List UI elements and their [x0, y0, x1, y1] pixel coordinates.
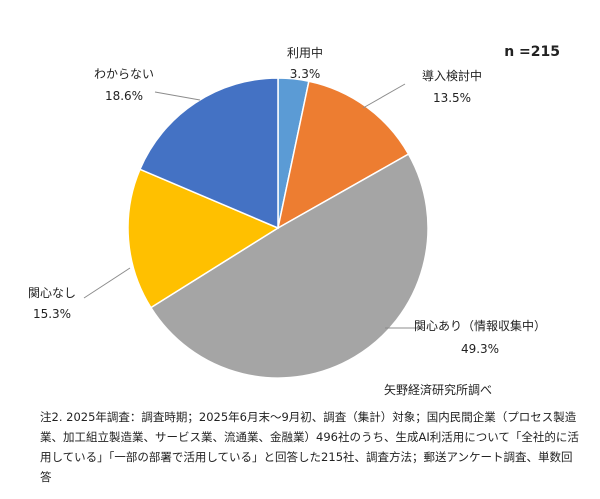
slice-label-4: 関心なし: [28, 286, 76, 300]
pie-slice-5: [138, 77, 279, 230]
slice-value-5: 18.6%: [105, 89, 143, 103]
slice-value-2: 13.5%: [433, 91, 471, 105]
slice-label-5: わからない: [94, 67, 154, 81]
slice-label-1: 利用中: [287, 45, 323, 60]
footnote: 注2. 2025年調査：調査時期；2025年6月末～9月初、調査（集計）対象；国…: [40, 410, 579, 484]
slice-label-3: 関心あり（情報収集中）: [414, 318, 546, 333]
source-credit: 矢野経済研究所調べ: [384, 383, 493, 397]
slice-labels: 利用中 3.3% 導入検討中 13.5% 関心あり（情報収集中） 49.3% 関心なし 15.…: [28, 45, 546, 356]
pie-slices: [127, 77, 429, 379]
pie-slice-2: [276, 80, 410, 230]
pie-chart: 利用中 3.3% 導入検討中 13.5% 関心あり（情報収集中） 49.3% 関心なし 15.…: [28, 45, 546, 379]
pie-slice-3: [149, 153, 429, 379]
leader-line-2: [362, 83, 406, 109]
slice-value-3: 49.3%: [461, 342, 499, 356]
sample-size-label: n =215: [504, 44, 560, 60]
slice-value-4: 15.3%: [33, 307, 71, 321]
leader-line-4: [83, 267, 131, 299]
slice-value-1: 3.3%: [290, 67, 321, 81]
slice-label-2: 導入検討中: [422, 68, 482, 83]
leader-lines: [83, 83, 425, 329]
pie-slice-4: [127, 168, 280, 309]
leader-line-5: [154, 91, 201, 101]
